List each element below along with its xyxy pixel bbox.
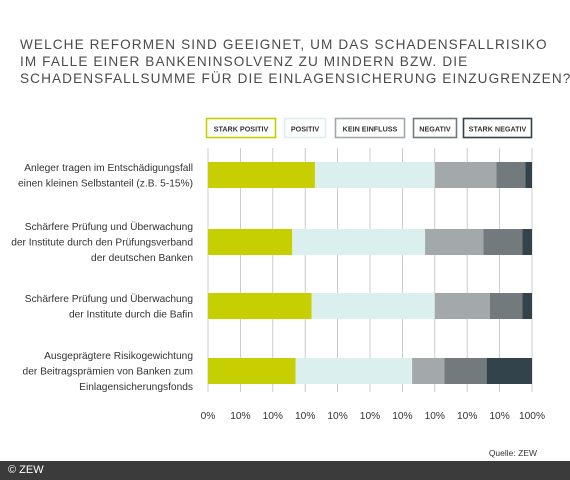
category-label: der Institute durch den Prüfungsverband [11, 238, 193, 249]
bar-segment [412, 358, 445, 384]
category-label: einen kleinen Selbstanteil (z.B. 5-15%) [18, 178, 193, 189]
legend: STARK POSITIV POSITIV KEIN EINFLUSS NEGATIV… [205, 117, 533, 139]
copyright-label: © ZEW [8, 464, 44, 476]
legend-box [334, 117, 406, 139]
category-label: Schärfere Prüfung und Überwachung [25, 221, 194, 233]
bar-segment [314, 162, 435, 188]
category-labels: Anleger tragen im Entschädigungsfall eine… [11, 163, 193, 393]
bar-segment [434, 162, 497, 188]
category-label: der Beitragsprämien von Banken zum [23, 367, 193, 378]
chart-title-line: IM FALLE EINER BANKENINSOLVENZ ZU MINDER… [20, 54, 469, 69]
bar-segment [208, 293, 312, 319]
x-tick-label: 10% [360, 411, 380, 422]
legend-label: STARK NEGATIV [469, 125, 527, 134]
x-tick-label: 10% [230, 411, 250, 422]
bar-segment [208, 162, 315, 188]
chart-title-line: SCHADENSFALLSUMME FÜR DIE EINLAGENSICHER… [20, 71, 570, 86]
x-tick-label: 10% [457, 411, 477, 422]
legend-label: NEGATIV [419, 125, 451, 134]
bar-segment [425, 229, 484, 255]
category-label: der Institute durch die Bafin [69, 309, 193, 320]
x-tick-label: 0% [201, 411, 216, 422]
copyright-bar: © ZEW [0, 461, 570, 480]
chart-title: WELCHE REFORMEN SIND GEEIGNET, UM DAS SC… [20, 36, 570, 87]
legend-box [205, 117, 277, 139]
category-label: Anleger tragen im Entschädigungsfall [24, 163, 193, 174]
bar-segment [434, 293, 490, 319]
x-tick-label: 10% [392, 411, 412, 422]
x-tick-label: 10% [425, 411, 445, 422]
bar-segment [525, 162, 532, 188]
stacked-bar-chart: STARK POSITIV POSITIV KEIN EINFLUSS NEGATIV… [11, 117, 545, 458]
legend-box [283, 117, 327, 139]
bar-segment [522, 293, 532, 319]
bar-segment [489, 293, 523, 319]
x-tick-label: 10% [327, 411, 347, 422]
bar-segment [311, 293, 435, 319]
x-tick-label: 10% [295, 411, 315, 422]
bar-segment [292, 229, 426, 255]
category-label: der deutschen Banken [91, 253, 193, 264]
bar-segment [295, 358, 413, 384]
legend-label: POSITIV [291, 125, 320, 134]
category-label: Ausgeprägtere Risikogewichtung [44, 351, 193, 362]
category-label: Einlagensicherungsfonds [79, 382, 193, 393]
legend-label: KEIN EINFLUSS [343, 125, 398, 134]
x-tick-label: 100% [519, 411, 545, 422]
bar-segment [486, 358, 532, 384]
bars [208, 162, 532, 384]
chart-title-line: WELCHE REFORMEN SIND GEEIGNET, UM DAS SC… [20, 37, 548, 52]
legend-label: STARK POSITIV [214, 125, 269, 134]
bar-segment [208, 229, 293, 255]
category-label: Schärfere Prüfung und Überwachung [25, 293, 194, 305]
legend-box [462, 117, 533, 139]
bar-segment [496, 162, 526, 188]
bar-segment [522, 229, 532, 255]
bar-segment [483, 229, 523, 255]
x-tick-label: 10% [263, 411, 283, 422]
source-label: Quelle: ZEW [489, 448, 537, 458]
bar-segment [208, 358, 296, 384]
bar-segment [444, 358, 487, 384]
x-axis-ticks: 0% 10% 10% 10% 10% 10% 10% 10% 10% 10% 100% [201, 411, 545, 422]
grid [207, 148, 533, 392]
legend-box [412, 117, 458, 139]
x-tick-label: 10% [489, 411, 509, 422]
